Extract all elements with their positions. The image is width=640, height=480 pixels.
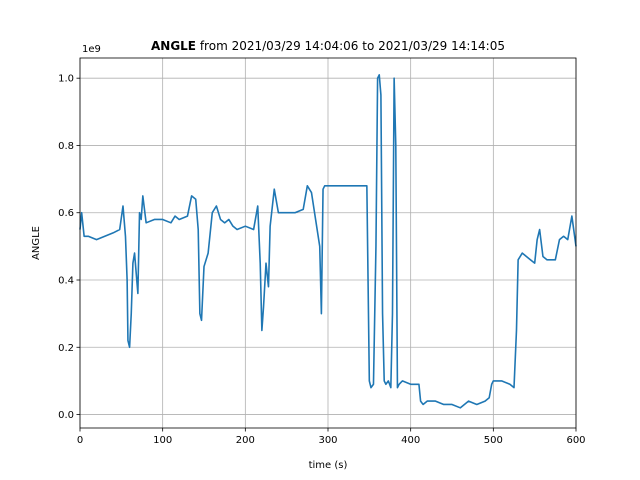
y-offset-text: 1e9 [82,44,101,55]
series-layer [79,74,577,409]
y-tick-label: 0.0 [58,410,74,421]
x-tick-label: 600 [566,435,585,446]
x-tick-label: 0 [77,435,83,446]
y-tick-label: 0.8 [58,141,74,152]
chart-title-bold: ANGLE [151,39,196,53]
x-tick-label: 300 [318,435,337,446]
y-tick-label: 0.4 [58,276,74,287]
chart-title: ANGLE from 2021/03/29 14:04:06 to 2021/0… [151,39,505,53]
series-line-angle [79,74,577,409]
x-tick-label: 200 [236,435,255,446]
y-tick-label: 0.2 [58,343,74,354]
y-tick-label: 1.0 [58,74,74,85]
x-axis-ticks: 0 100 200 300 400 500 600 [77,428,586,446]
x-axis-label: time (s) [309,460,348,471]
chart-title-rest: from 2021/03/29 14:04:06 to 2021/03/29 1… [196,39,505,53]
x-tick-label: 400 [401,435,420,446]
y-axis-ticks: 0.0 0.2 0.4 0.6 0.8 1.0 [58,74,80,421]
x-tick-label: 500 [484,435,503,446]
x-tick-label: 100 [153,435,172,446]
y-axis-label: ANGLE [31,226,42,260]
y-tick-label: 0.6 [58,208,74,219]
